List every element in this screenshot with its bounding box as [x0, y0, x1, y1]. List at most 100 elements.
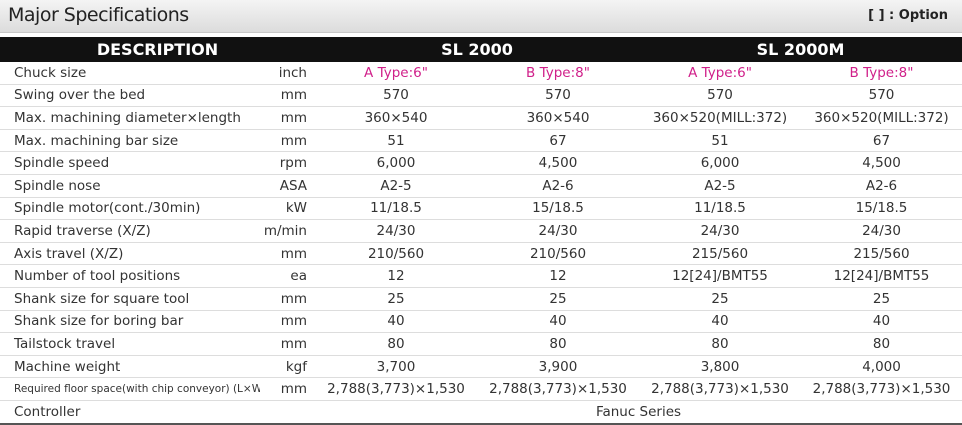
- column-header: SL 2000M: [639, 37, 962, 62]
- spec-table: DESCRIPTION SL 2000 SL 2000M Chuck size i…: [0, 37, 962, 425]
- spec-label: Spindle motor(cont./30min): [0, 197, 260, 221]
- spec-value: A2-6: [801, 174, 962, 198]
- spec-value: A Type:6": [315, 62, 477, 85]
- spec-value: 215/560: [801, 242, 962, 266]
- spec-value: A2-6: [477, 174, 640, 198]
- spec-unit: rpm: [260, 151, 315, 175]
- spec-value: 40: [477, 310, 640, 334]
- spec-value: 570: [801, 84, 962, 108]
- spec-value: 80: [639, 332, 802, 356]
- spec-label: Required floor space(with chip conveyor)…: [0, 377, 260, 401]
- spec-value: 570: [639, 84, 802, 108]
- spec-label: Rapid traverse (X/Z): [0, 219, 260, 243]
- spec-label: Controller: [0, 400, 315, 425]
- spec-value: A2-5: [315, 174, 477, 198]
- spec-value: 210/560: [477, 242, 640, 266]
- spec-value: 24/30: [801, 219, 962, 243]
- spec-value: B Type:8": [801, 62, 962, 85]
- spec-label: Number of tool positions: [0, 264, 260, 288]
- spec-value: B Type:8": [477, 62, 640, 85]
- spec-label: Max. machining bar size: [0, 129, 260, 153]
- spec-value: 24/30: [477, 219, 640, 243]
- spec-value: 570: [477, 84, 640, 108]
- spec-value: 12[24]/BMT55: [639, 264, 802, 288]
- spec-value: 80: [477, 332, 640, 356]
- spec-value: 51: [315, 129, 477, 153]
- spec-value: 40: [801, 310, 962, 334]
- spec-value: 570: [315, 84, 477, 108]
- spec-unit: inch: [260, 62, 315, 85]
- spec-unit: ea: [260, 264, 315, 288]
- spec-row: Rapid traverse (X/Z) m/min 24/30 24/30 24/30…: [0, 219, 962, 243]
- spec-label: Shank size for square tool: [0, 287, 260, 311]
- spec-value: 360×520(MILL:372): [801, 106, 962, 130]
- spec-unit: kgf: [260, 355, 315, 379]
- spec-value: 360×520(MILL:372): [639, 106, 802, 130]
- spec-label: Machine weight: [0, 355, 260, 379]
- spec-unit: mm: [260, 332, 315, 356]
- spec-value: 12[24]/BMT55: [801, 264, 962, 288]
- page-title: Major Specifications: [8, 4, 189, 26]
- spec-value: 3,900: [477, 355, 640, 379]
- spec-value: 4,000: [801, 355, 962, 379]
- spec-value: A Type:6": [639, 62, 802, 85]
- spec-value: 15/18.5: [477, 197, 640, 221]
- spec-value: 3,700: [315, 355, 477, 379]
- spec-row: Tailstock travel mm 80 80 80 80: [0, 332, 962, 356]
- spec-value: 210/560: [315, 242, 477, 266]
- spec-value: 6,000: [315, 151, 477, 175]
- spec-value: 6,000: [639, 151, 802, 175]
- spec-value: 2,788(3,773)×1,530: [639, 377, 802, 401]
- spec-value: 215/560: [639, 242, 802, 266]
- spec-value: 67: [801, 129, 962, 153]
- spec-value: Fanuc Series: [315, 400, 962, 425]
- spec-label: Chuck size: [0, 62, 260, 85]
- spec-value: 51: [639, 129, 802, 153]
- spec-label: Spindle speed: [0, 151, 260, 175]
- spec-row: Axis travel (X/Z) mm 210/560 210/560 215/560…: [0, 242, 962, 266]
- column-header: DESCRIPTION: [0, 37, 315, 62]
- spec-value: 25: [639, 287, 802, 311]
- spec-unit: kW: [260, 197, 315, 221]
- spec-value: 40: [639, 310, 802, 334]
- spec-value: 11/18.5: [315, 197, 477, 221]
- spec-value: 12: [315, 264, 477, 288]
- spec-value: 25: [315, 287, 477, 311]
- spec-unit: ASA: [260, 174, 315, 198]
- spec-value: 2,788(3,773)×1,530: [477, 377, 640, 401]
- spec-value: 360×540: [315, 106, 477, 130]
- spec-value: 4,500: [477, 151, 640, 175]
- spec-label: Tailstock travel: [0, 332, 260, 356]
- controller-row: Controller Fanuc Series: [0, 400, 962, 425]
- spec-value: 2,788(3,773)×1,530: [801, 377, 962, 401]
- spec-value: 67: [477, 129, 640, 153]
- spec-unit: mm: [260, 84, 315, 108]
- spec-unit: mm: [260, 377, 315, 401]
- spec-unit: mm: [260, 242, 315, 266]
- spec-unit: mm: [260, 287, 315, 311]
- spec-value: 360×540: [477, 106, 640, 130]
- spec-unit: mm: [260, 129, 315, 153]
- spec-row: Spindle motor(cont./30min) kW 11/18.5 15/18…: [0, 197, 962, 221]
- spec-row: Swing over the bed mm 570 570 570 570: [0, 84, 962, 108]
- spec-row: Chuck size inch A Type:6" B Type:8" A Type:6…: [0, 62, 962, 85]
- spec-label: Axis travel (X/Z): [0, 242, 260, 266]
- table-body: Chuck size inch A Type:6" B Type:8" A Type:6…: [0, 62, 962, 425]
- spec-row: Machine weight kgf 3,700 3,900 3,800 4,000: [0, 355, 962, 379]
- title-bar: Major Specifications [ ] : Option: [0, 0, 962, 33]
- spec-value: A2-5: [639, 174, 802, 198]
- spec-value: 3,800: [639, 355, 802, 379]
- spec-value: 4,500: [801, 151, 962, 175]
- spec-label: Swing over the bed: [0, 84, 260, 108]
- spec-unit: mm: [260, 106, 315, 130]
- spec-value: 80: [315, 332, 477, 356]
- spec-value: 25: [477, 287, 640, 311]
- spec-value: 15/18.5: [801, 197, 962, 221]
- spec-row: Spindle speed rpm 6,000 4,500 6,000 4,500: [0, 151, 962, 175]
- header-row: DESCRIPTION SL 2000 SL 2000M: [0, 37, 962, 62]
- spec-row: Spindle nose ASA A2-5 A2-6 A2-5 A2-6: [0, 174, 962, 198]
- spec-label: Shank size for boring bar: [0, 310, 260, 334]
- spec-value: 12: [477, 264, 640, 288]
- spec-unit: mm: [260, 310, 315, 334]
